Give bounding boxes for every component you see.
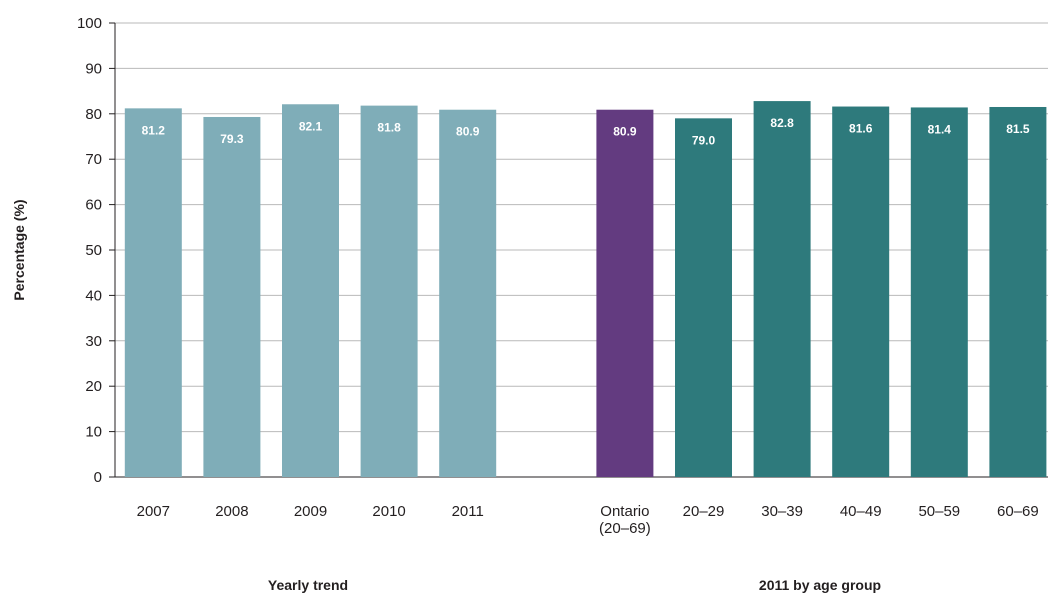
bar-value-label-50-59: 81.4 <box>928 122 952 136</box>
group-title-yearly-trend: Yearly trend <box>268 577 348 593</box>
bars <box>124 101 1047 478</box>
bar-value-label-60-69: 81.5 <box>1006 122 1030 136</box>
x-tick-label-2009: 2009 <box>294 503 327 520</box>
y-tick-label-20: 20 <box>85 378 102 395</box>
bar-value-label-30-39: 82.8 <box>770 116 794 130</box>
bar-20-29 <box>675 118 732 477</box>
y-tick-label-10: 10 <box>85 424 102 441</box>
bar-value-label-2007: 81.2 <box>142 123 166 137</box>
bar-value-label-2009: 82.1 <box>299 119 323 133</box>
x-tick-label-60-69: 60–69 <box>997 503 1039 520</box>
y-tick-label-100: 100 <box>77 15 102 32</box>
bar-2008 <box>203 116 261 477</box>
bar-value-label-2008: 79.3 <box>220 132 244 146</box>
y-tick-label-80: 80 <box>85 106 102 123</box>
y-tick-label-60: 60 <box>85 197 102 214</box>
bar-value-label-2010: 81.8 <box>377 121 401 135</box>
bar-2011 <box>439 109 497 478</box>
x-tick-label-2011: 2011 <box>452 503 484 520</box>
x-tick-label-30-39: 30–39 <box>761 503 803 520</box>
bar-value-label-2011: 80.9 <box>456 125 480 139</box>
y-tick-label-50: 50 <box>85 242 102 259</box>
y-tick-label-40: 40 <box>85 287 102 304</box>
bar-value-label-40-49: 81.6 <box>849 122 873 136</box>
x-tick-label-2010: 2010 <box>372 503 405 520</box>
bar-2009 <box>282 104 339 478</box>
x-tick-label-2008: 2008 <box>215 503 248 520</box>
bar-value-label-ontario-20-69: 80.9 <box>613 125 637 139</box>
x-tick-label-40-49: 40–49 <box>840 503 882 520</box>
x-tick-label-ontario-20-69: Ontario (20–69) <box>599 503 651 537</box>
bar-value-label-20-29: 79.0 <box>692 133 716 147</box>
x-tick-label-50-59: 50–59 <box>918 503 960 520</box>
axes <box>109 22 1048 478</box>
y-tick-label-90: 90 <box>85 60 102 77</box>
bar-2010 <box>360 105 418 478</box>
bar-ontario-20-69 <box>596 109 654 478</box>
group-title-2011-by-age-group: 2011 by age group <box>759 577 881 593</box>
bar-50-59 <box>910 107 968 477</box>
y-tick-label-0: 0 <box>94 469 102 486</box>
y-tick-label-30: 30 <box>85 333 102 350</box>
bar-30-39 <box>753 101 811 477</box>
bar-60-69 <box>989 106 1047 478</box>
bar-40-49 <box>832 106 890 477</box>
bar-2007 <box>124 108 182 478</box>
x-tick-label-20-29: 20–29 <box>683 503 725 520</box>
gridlines <box>115 22 1048 433</box>
y-tick-label-70: 70 <box>85 151 102 168</box>
y-axis-title: Percentage (%) <box>11 199 27 300</box>
labels: 0 10 20 30 40 50 60 70 80 90 100 81.2 2007 79.3 2008 82… <box>77 15 1039 537</box>
x-tick-label-2007: 2007 <box>137 503 170 520</box>
